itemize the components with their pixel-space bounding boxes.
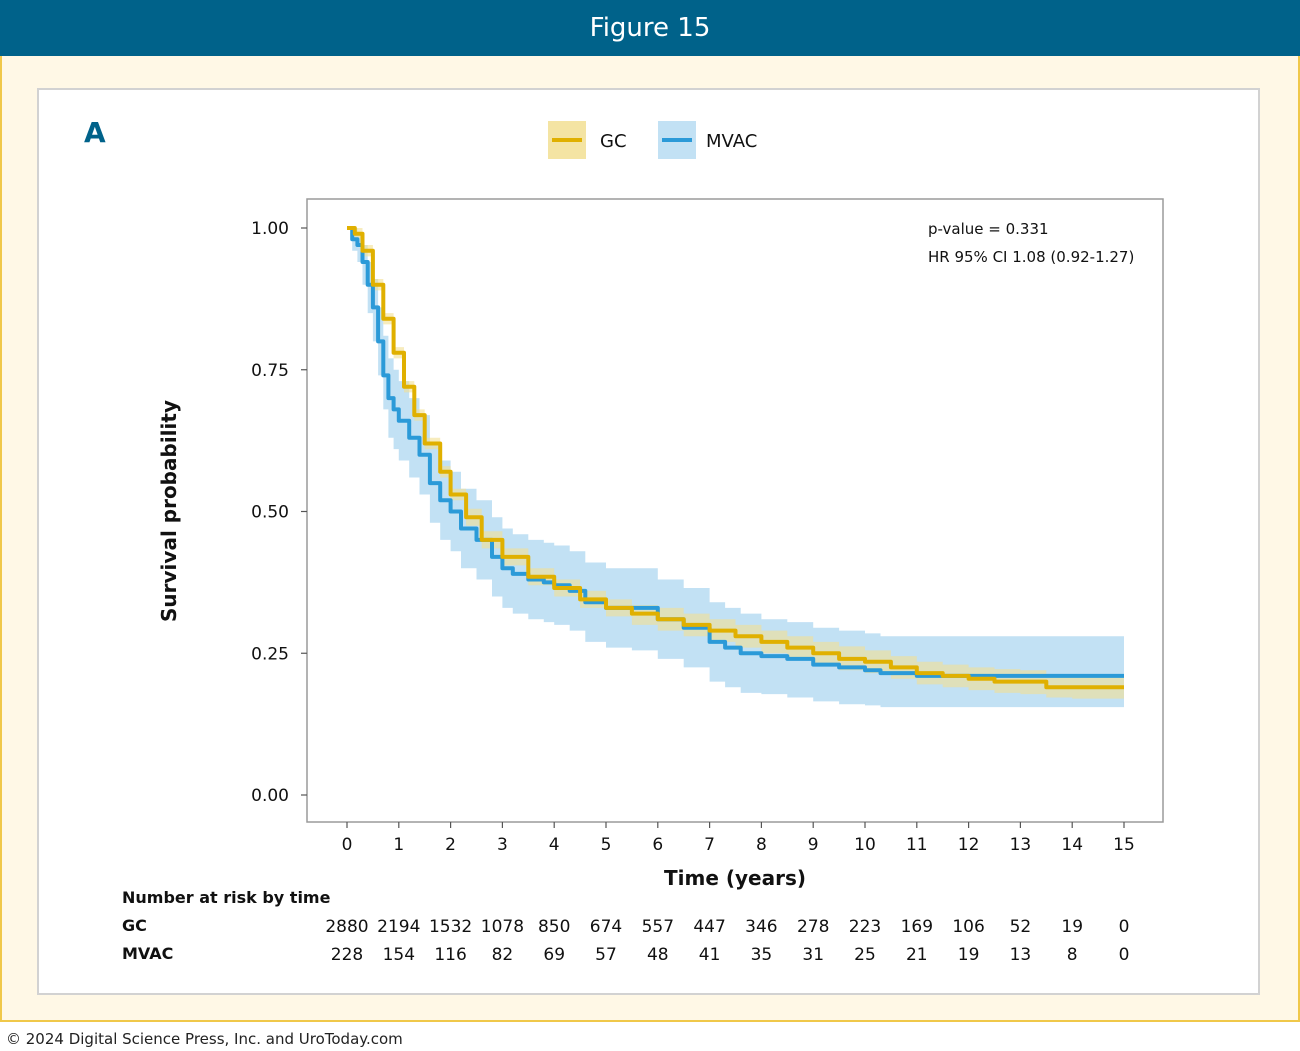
x-tick-label: 11 — [906, 835, 928, 855]
risk-value-gc: 2194 — [377, 917, 420, 937]
legend-label-mvac: MVAC — [706, 131, 757, 152]
risk-value-mvac: 35 — [751, 945, 773, 965]
risk-value-mvac: 69 — [543, 945, 565, 965]
risk-value-gc: 52 — [1010, 917, 1032, 937]
x-tick-label: 4 — [549, 835, 560, 855]
x-tick-label: 0 — [342, 835, 353, 855]
risk-row-name-mvac: MVAC — [122, 944, 174, 963]
risk-value-mvac: 57 — [595, 945, 617, 965]
survival-line-gc — [347, 226, 1124, 690]
x-tick-label: 7 — [704, 835, 715, 855]
y-axis-label: Survival probability — [157, 400, 181, 622]
x-tick-label: 12 — [958, 835, 980, 855]
x-tick-label: 2 — [445, 835, 456, 855]
y-tick-label: 0.00 — [251, 786, 289, 806]
risk-value-mvac: 31 — [802, 945, 824, 965]
y-tick-label: 0.50 — [251, 503, 289, 523]
risk-value-mvac: 228 — [331, 945, 363, 965]
risk-value-gc: 106 — [952, 917, 984, 937]
ci-band-mvac — [347, 228, 1124, 708]
risk-value-gc: 850 — [538, 917, 570, 937]
y-tick-label: 0.25 — [251, 644, 289, 664]
risk-value-mvac: 13 — [1010, 945, 1032, 965]
survival-line-mvac — [347, 226, 1124, 678]
risk-value-gc: 674 — [590, 917, 622, 937]
x-axis-label: Time (years) — [664, 866, 806, 890]
risk-value-gc: 169 — [901, 917, 933, 937]
x-tick-label: 5 — [601, 835, 612, 855]
risk-value-gc: 447 — [693, 917, 725, 937]
p-value-annotation: p-value = 0.331 — [928, 220, 1049, 238]
risk-value-gc: 19 — [1061, 917, 1083, 937]
risk-value-mvac: 48 — [647, 945, 669, 965]
risk-value-gc: 223 — [849, 917, 881, 937]
risk-value-gc: 2880 — [325, 917, 368, 937]
x-tick-label: 9 — [808, 835, 819, 855]
y-tick-label: 0.75 — [251, 361, 289, 381]
x-tick-label: 1 — [393, 835, 404, 855]
risk-value-gc: 0 — [1119, 917, 1130, 937]
risk-row-name-gc: GC — [122, 916, 147, 935]
risk-value-gc: 278 — [797, 917, 829, 937]
copyright-footer: © 2024 Digital Science Press, Inc. and U… — [6, 1030, 403, 1048]
x-tick-label: 8 — [756, 835, 767, 855]
risk-value-gc: 346 — [745, 917, 777, 937]
risk-value-mvac: 41 — [699, 945, 721, 965]
risk-value-mvac: 8 — [1067, 945, 1078, 965]
x-tick-label: 10 — [854, 835, 876, 855]
x-tick-label: 15 — [1113, 835, 1135, 855]
risk-value-mvac: 21 — [906, 945, 928, 965]
risk-value-mvac: 19 — [958, 945, 980, 965]
risk-value-gc: 1532 — [429, 917, 472, 937]
x-tick-label: 3 — [497, 835, 508, 855]
x-tick-label: 14 — [1061, 835, 1083, 855]
hazard-ratio-annotation: HR 95% CI 1.08 (0.92-1.27) — [928, 248, 1134, 266]
risk-value-mvac: 116 — [434, 945, 466, 965]
figure-title: Figure 15 — [589, 13, 711, 43]
risk-value-gc: 1078 — [481, 917, 524, 937]
risk-value-mvac: 25 — [854, 945, 876, 965]
risk-value-mvac: 154 — [383, 945, 415, 965]
risk-value-mvac: 0 — [1119, 945, 1130, 965]
risk-table-title: Number at risk by time — [122, 888, 331, 907]
y-tick-label: 1.00 — [251, 219, 289, 239]
panel-label: A — [84, 116, 106, 149]
x-tick-label: 13 — [1010, 835, 1032, 855]
figure-header: Figure 15 — [0, 0, 1300, 56]
risk-value-mvac: 82 — [492, 945, 514, 965]
legend-label-gc: GC — [600, 131, 627, 152]
risk-value-gc: 557 — [642, 917, 674, 937]
x-tick-label: 6 — [652, 835, 663, 855]
